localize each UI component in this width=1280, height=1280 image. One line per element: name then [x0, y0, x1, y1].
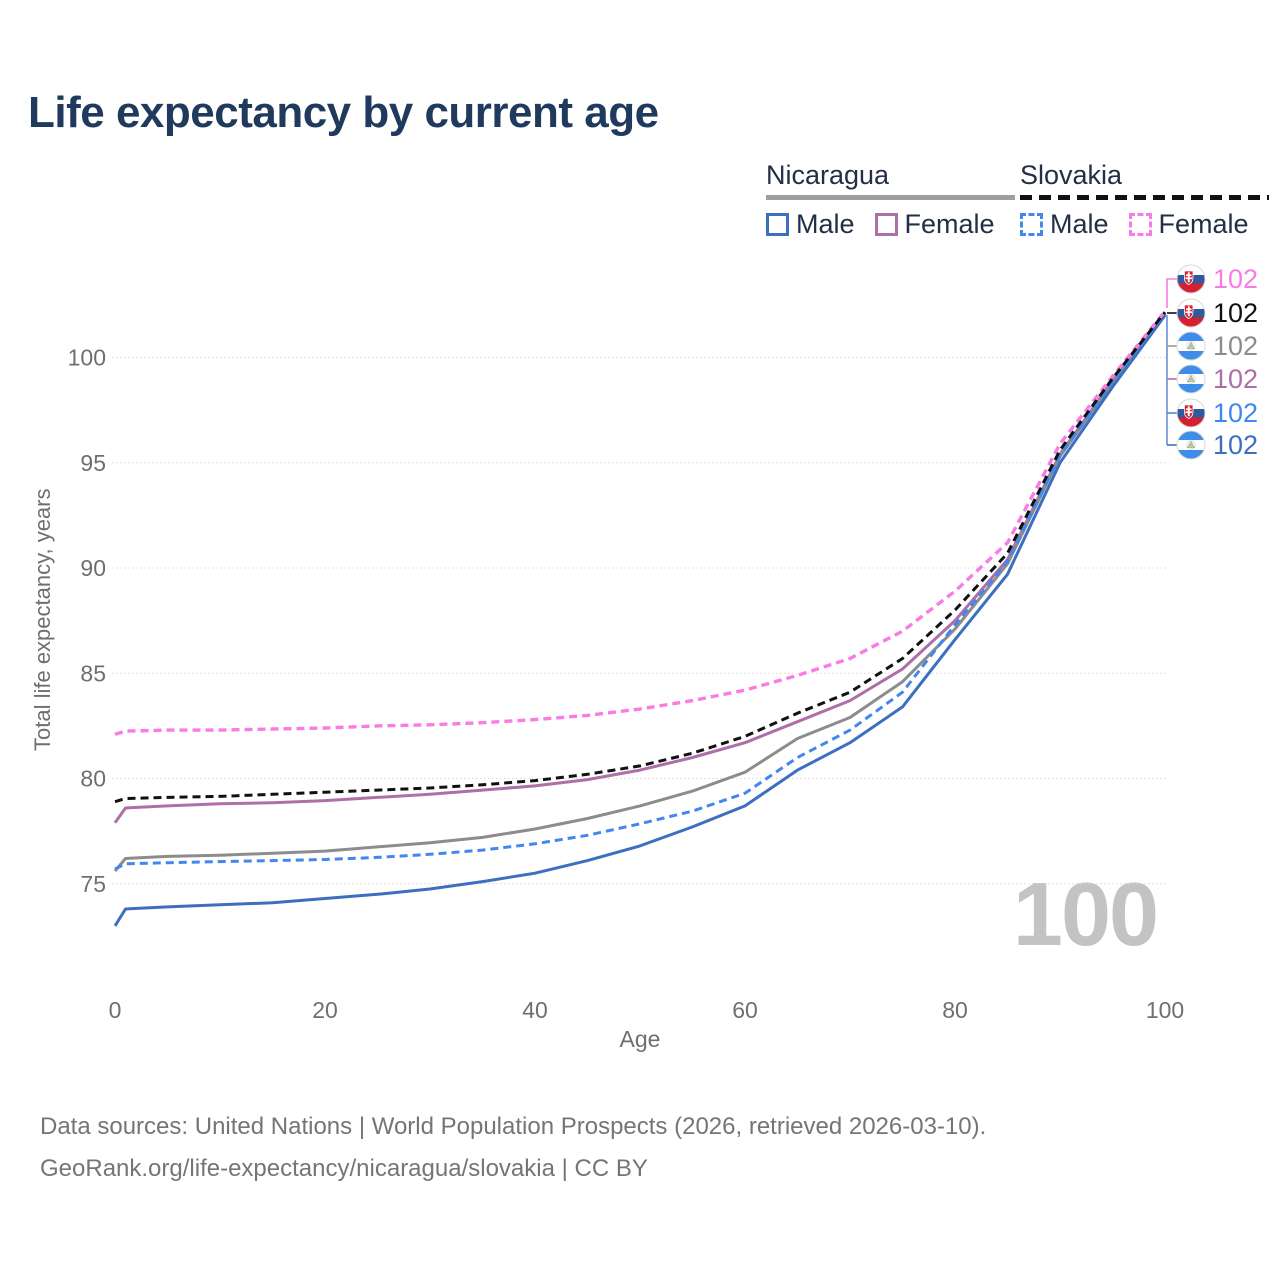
- end-label-slovakia-male: 102: [1176, 398, 1258, 428]
- x-tick-40: 40: [522, 997, 548, 1023]
- end-value: 102: [1213, 331, 1259, 361]
- end-value: 102: [1213, 264, 1259, 294]
- end-label-nicaragua-male: 102: [1176, 430, 1258, 460]
- x-tick-0: 0: [109, 997, 122, 1023]
- x-tick-80: 80: [942, 997, 968, 1023]
- nicaragua-female-swatch[interactable]: [874, 213, 898, 236]
- end-value: 102: [1213, 298, 1259, 328]
- y-tick-95: 95: [80, 450, 106, 476]
- y-tick-90: 90: [80, 555, 106, 581]
- data-sources-line: Data sources: United Nations | World Pop…: [40, 1113, 987, 1140]
- current-age-watermark: 100: [1012, 865, 1159, 965]
- nicaragua-male-swatch[interactable]: [766, 213, 789, 236]
- series-lines: [113, 310, 1167, 927]
- legend-group-slovakia: Slovakia Male Female: [1020, 160, 1269, 240]
- end-label-nicaragua-total: 102: [1176, 331, 1258, 361]
- end-label-slovakia-female: 102: [1176, 264, 1258, 294]
- x-axis-title: Age: [619, 1026, 661, 1052]
- series-line-nicaragua-male[interactable]: [113, 314, 1167, 927]
- gridlines: [112, 357, 1168, 885]
- end-value: 102: [1213, 430, 1259, 460]
- axis-tick-labels: 75 80 85 90 95 100 0 20 40 60 80 100: [68, 345, 1185, 1024]
- slovakia-flag-icon: [1176, 298, 1206, 328]
- series-line-slovakia-female[interactable]: [114, 310, 1167, 736]
- slovakia-line-style-swatch: [1020, 195, 1269, 200]
- page-title: Life expectancy by current age: [28, 88, 659, 137]
- attribution-line: GeoRank.org/life-expectancy/nicaragua/sl…: [40, 1155, 648, 1182]
- series-line-slovakia[interactable]: [114, 311, 1167, 804]
- end-label-nicaragua-female: 102: [1176, 364, 1258, 394]
- legend-group-nicaragua: Nicaragua Male Female: [766, 160, 1015, 240]
- legend-country-slovakia[interactable]: Slovakia: [1020, 160, 1123, 190]
- footer: Data sources: United Nations | World Pop…: [40, 1106, 986, 1190]
- nicaragua-flag-icon: [1176, 364, 1206, 394]
- y-tick-85: 85: [80, 660, 106, 686]
- end-label-slovakia-total: 102: [1176, 298, 1258, 328]
- nicaragua-male-label[interactable]: Male: [796, 209, 855, 239]
- end-value: 102: [1213, 364, 1259, 394]
- nicaragua-flag-icon: [1176, 430, 1206, 460]
- x-tick-20: 20: [312, 997, 338, 1023]
- x-tick-60: 60: [732, 997, 758, 1023]
- nicaragua-flag-icon: [1176, 331, 1206, 361]
- slovakia-male-label[interactable]: Male: [1050, 209, 1109, 239]
- slovakia-flag-icon: [1176, 398, 1206, 428]
- series-line-nicaragua-female[interactable]: [113, 312, 1167, 824]
- end-value: 102: [1213, 398, 1259, 428]
- y-axis-title: Total life expectancy, years: [30, 488, 55, 752]
- leader-lines: [1166, 278, 1177, 446]
- slovakia-male-swatch[interactable]: [1020, 213, 1043, 236]
- y-tick-80: 80: [80, 766, 106, 792]
- series-line-nicaragua[interactable]: [113, 313, 1167, 873]
- series-line-slovakia-male[interactable]: [114, 312, 1167, 871]
- legend-country-nicaragua[interactable]: Nicaragua: [766, 160, 890, 190]
- nicaragua-line-style-swatch: [766, 195, 1015, 200]
- y-tick-75: 75: [80, 871, 106, 897]
- x-tick-100: 100: [1146, 997, 1184, 1023]
- y-tick-100: 100: [68, 345, 106, 371]
- nicaragua-female-label[interactable]: Female: [904, 209, 995, 239]
- slovakia-female-swatch[interactable]: [1128, 213, 1152, 236]
- slovakia-flag-icon: [1176, 264, 1206, 294]
- slovakia-female-label[interactable]: Female: [1158, 209, 1249, 239]
- leader-slovakia-female: [1166, 278, 1177, 308]
